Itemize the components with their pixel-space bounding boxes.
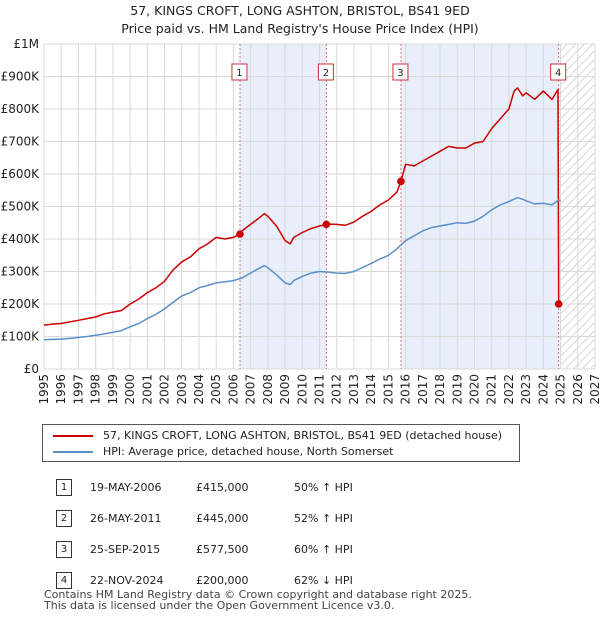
y-tick-label: £400K [1, 232, 41, 246]
x-tick-label: 1997 [71, 374, 85, 405]
table-row: 4 22-NOV-2024 £200,000 62% ↓ HPI [38, 565, 353, 596]
sale-label-number: 3 [397, 68, 403, 79]
sale-marker [397, 177, 405, 186]
x-tick-label: 2026 [571, 374, 585, 405]
footer: Contains HM Land Registry data © Crown c… [44, 589, 472, 611]
x-tick-label: 2024 [536, 374, 550, 405]
x-tick-label: 2017 [416, 374, 430, 405]
x-tick-label: 2027 [588, 374, 600, 405]
x-tick-label: 1995 [37, 374, 51, 405]
x-tick-label: 2005 [209, 374, 223, 405]
sale-hpi-diff: 50% ↑ HPI [294, 481, 353, 494]
x-tick-label: 2002 [158, 374, 172, 405]
sale-label-box [317, 63, 334, 81]
hpi-line [43, 196, 561, 341]
x-tick-label: 2011 [313, 374, 327, 405]
x-tick-label: 2004 [192, 374, 206, 405]
sale-price: £415,000 [196, 481, 249, 494]
y-tick-label: £200K [1, 297, 41, 311]
table-row: 1 19-MAY-2006 £415,000 50% ↑ HPI [38, 472, 353, 503]
x-tick-label: 2006 [226, 374, 240, 405]
x-tick-label: 1996 [54, 374, 68, 405]
y-tick-label: £0 [24, 362, 39, 376]
y-tick-label: £700K [1, 135, 41, 149]
legend-item-property: 57, KINGS CROFT, LONG ASHTON, BRISTOL, B… [53, 429, 502, 442]
x-tick-label: 2009 [278, 374, 292, 405]
x-tick-label: 2014 [364, 374, 378, 405]
legend-swatch-hpi [53, 450, 93, 453]
y-tick-label: £900K [1, 70, 41, 84]
x-tick-label: 2023 [519, 374, 533, 405]
sales-table: 1 19-MAY-2006 £415,000 50% ↑ HPI 2 26-MA… [38, 472, 353, 596]
sale-label-number: 2 [323, 68, 329, 79]
sale-date: 19-MAY-2006 [90, 481, 162, 494]
property-price-line [43, 87, 560, 326]
sale-label-box [550, 63, 567, 81]
footer-licence: This data is licensed under the Open Gov… [44, 599, 395, 612]
legend-label-hpi: HPI: Average price, detached house, Nort… [103, 445, 394, 458]
x-tick-label: 2025 [554, 374, 568, 405]
legend-swatch-property [53, 434, 93, 437]
table-row: 2 26-MAY-2011 £445,000 52% ↑ HPI [38, 503, 353, 534]
x-tick-label: 2012 [330, 374, 344, 405]
sale-number: 4 [56, 572, 72, 589]
sale-label-number: 4 [555, 68, 561, 79]
sale-price: £445,000 [196, 512, 249, 525]
sale-date: 26-MAY-2011 [90, 512, 162, 525]
y-tick-label: £800K [1, 102, 41, 116]
x-tick-label: 2016 [399, 374, 413, 405]
legend-item-hpi: HPI: Average price, detached house, Nort… [53, 445, 393, 458]
sale-number: 2 [56, 510, 72, 527]
sale-number: 1 [56, 479, 72, 496]
sale-label-box [231, 63, 248, 81]
x-tick-label: 2007 [244, 374, 258, 405]
footer-copyright: Contains HM Land Registry data © Crown c… [44, 588, 472, 601]
x-tick-label: 2020 [467, 374, 481, 405]
y-tick-label: £500K [1, 200, 41, 214]
x-tick-label: 2013 [347, 374, 361, 405]
table-row: 3 25-SEP-2015 £577,500 60% ↑ HPI [38, 534, 353, 565]
sale-label-number: 1 [236, 68, 242, 79]
sale-label-box [392, 63, 409, 81]
x-tick-label: 1998 [89, 374, 103, 405]
legend-label-property: 57, KINGS CROFT, LONG ASHTON, BRISTOL, B… [103, 429, 503, 442]
y-tick-label: £300K [1, 265, 41, 279]
sale-marker [554, 300, 563, 308]
y-tick-label: £600K [1, 167, 41, 181]
sale-hpi-diff: 62% ↓ HPI [294, 574, 353, 587]
sale-number: 3 [56, 541, 72, 558]
sale-hpi-diff: 52% ↑ HPI [294, 512, 353, 525]
x-tick-label: 2000 [123, 374, 137, 405]
y-tick-label: £1M [13, 37, 39, 51]
sale-price: £577,500 [196, 543, 249, 556]
y-tick-label: £100K [1, 330, 41, 344]
sale-date: 25-SEP-2015 [90, 543, 161, 556]
legend: 57, KINGS CROFT, LONG ASHTON, BRISTOL, B… [42, 424, 520, 462]
chart-subtitle: Price paid vs. HM Land Registry's House … [121, 21, 479, 36]
x-tick-label: 2001 [140, 374, 154, 405]
sale-hpi-diff: 60% ↑ HPI [294, 543, 353, 556]
price-chart: 1 2 3 4 £0 £100K £200K £300K £400K £500K £600K £70… [1, 37, 600, 405]
sale-price: £200,000 [196, 574, 249, 587]
x-tick-label: 2003 [175, 374, 189, 405]
x-tick-label: 2019 [450, 374, 464, 405]
sale-date: 22-NOV-2024 [90, 574, 164, 587]
x-tick-label: 1999 [106, 374, 120, 405]
x-tick-label: 2022 [502, 374, 516, 405]
x-tick-label: 2015 [381, 374, 395, 405]
x-tick-label: 2008 [261, 374, 275, 405]
chart-title: 57, KINGS CROFT, LONG ASHTON, BRISTOL, B… [130, 3, 470, 18]
sale-marker [322, 220, 331, 229]
x-tick-label: 2018 [433, 374, 447, 405]
x-tick-label: 2010 [295, 374, 309, 405]
sale-marker [236, 230, 244, 238]
x-tick-label: 2021 [485, 374, 499, 405]
